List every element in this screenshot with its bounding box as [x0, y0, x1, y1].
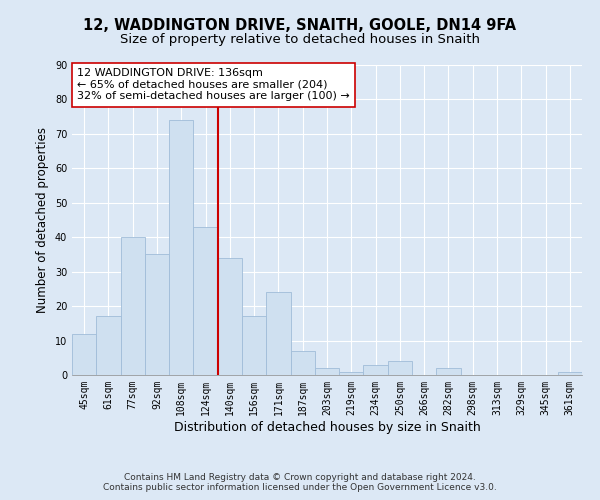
Bar — [96, 316, 121, 375]
Bar — [315, 368, 339, 375]
Bar — [169, 120, 193, 375]
Text: 12 WADDINGTON DRIVE: 136sqm
← 65% of detached houses are smaller (204)
32% of se: 12 WADDINGTON DRIVE: 136sqm ← 65% of det… — [77, 68, 350, 102]
Text: 12, WADDINGTON DRIVE, SNAITH, GOOLE, DN14 9FA: 12, WADDINGTON DRIVE, SNAITH, GOOLE, DN1… — [83, 18, 517, 32]
Bar — [218, 258, 242, 375]
X-axis label: Distribution of detached houses by size in Snaith: Distribution of detached houses by size … — [173, 420, 481, 434]
Bar — [266, 292, 290, 375]
Bar — [242, 316, 266, 375]
Bar — [290, 351, 315, 375]
Text: Contains HM Land Registry data © Crown copyright and database right 2024.
Contai: Contains HM Land Registry data © Crown c… — [103, 473, 497, 492]
Bar — [121, 237, 145, 375]
Bar — [388, 361, 412, 375]
Bar — [436, 368, 461, 375]
Bar — [364, 364, 388, 375]
Bar — [72, 334, 96, 375]
Bar — [145, 254, 169, 375]
Bar — [339, 372, 364, 375]
Bar — [193, 227, 218, 375]
Bar — [558, 372, 582, 375]
Y-axis label: Number of detached properties: Number of detached properties — [36, 127, 49, 313]
Text: Size of property relative to detached houses in Snaith: Size of property relative to detached ho… — [120, 32, 480, 46]
